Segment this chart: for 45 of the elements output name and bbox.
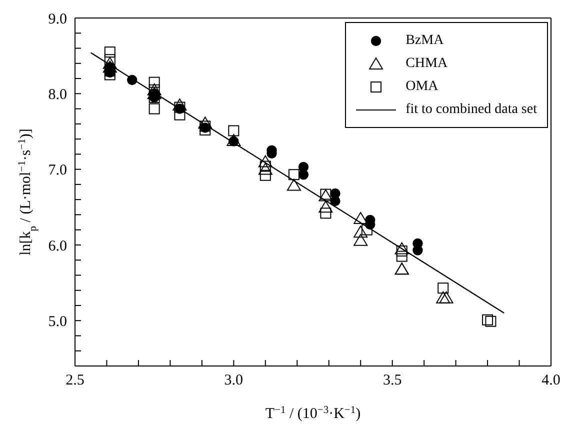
y-tick-label: 9.0 bbox=[48, 11, 67, 28]
point bbox=[200, 124, 211, 136]
legend-label: OMA bbox=[406, 78, 438, 94]
point bbox=[396, 250, 408, 262]
point bbox=[198, 116, 212, 129]
point bbox=[286, 178, 301, 191]
point bbox=[172, 98, 187, 110]
point bbox=[102, 56, 117, 69]
x-tick-label: 4.0 bbox=[542, 372, 560, 389]
point bbox=[258, 155, 272, 168]
point bbox=[258, 162, 272, 175]
x-tick-label: 3.0 bbox=[224, 372, 244, 389]
point bbox=[412, 245, 423, 256]
point bbox=[228, 125, 240, 136]
point bbox=[436, 291, 450, 304]
point bbox=[485, 316, 496, 327]
x-tick-label: 3.5 bbox=[382, 372, 402, 389]
point bbox=[439, 291, 454, 304]
point bbox=[394, 242, 409, 254]
point bbox=[104, 46, 116, 58]
point bbox=[354, 226, 368, 238]
legend-label: BzMA bbox=[406, 32, 444, 48]
point bbox=[260, 170, 271, 181]
point bbox=[288, 169, 300, 180]
point bbox=[320, 208, 332, 219]
point bbox=[318, 200, 333, 213]
point bbox=[298, 170, 309, 180]
legend-label: fit to combined data set bbox=[406, 102, 537, 118]
point bbox=[104, 69, 116, 80]
point bbox=[330, 196, 340, 206]
x-tick-label: 2.5 bbox=[66, 372, 84, 389]
point bbox=[174, 109, 186, 120]
point bbox=[148, 103, 160, 114]
y-tick-label: 7.0 bbox=[48, 162, 67, 179]
y-tick-label: 5.0 bbox=[48, 314, 67, 330]
point bbox=[361, 224, 372, 236]
x-axis-title: T$^{−1}$ / (10$^{−3}$·K$^{−1}$) bbox=[265, 404, 361, 422]
y-tick-label: 6.0 bbox=[48, 238, 67, 254]
point bbox=[482, 314, 494, 326]
point bbox=[148, 76, 160, 88]
point bbox=[354, 234, 368, 246]
point bbox=[438, 282, 449, 294]
y-tick-label: 8.0 bbox=[48, 86, 67, 103]
legend-label: CHMA bbox=[406, 56, 448, 72]
point bbox=[127, 74, 138, 86]
